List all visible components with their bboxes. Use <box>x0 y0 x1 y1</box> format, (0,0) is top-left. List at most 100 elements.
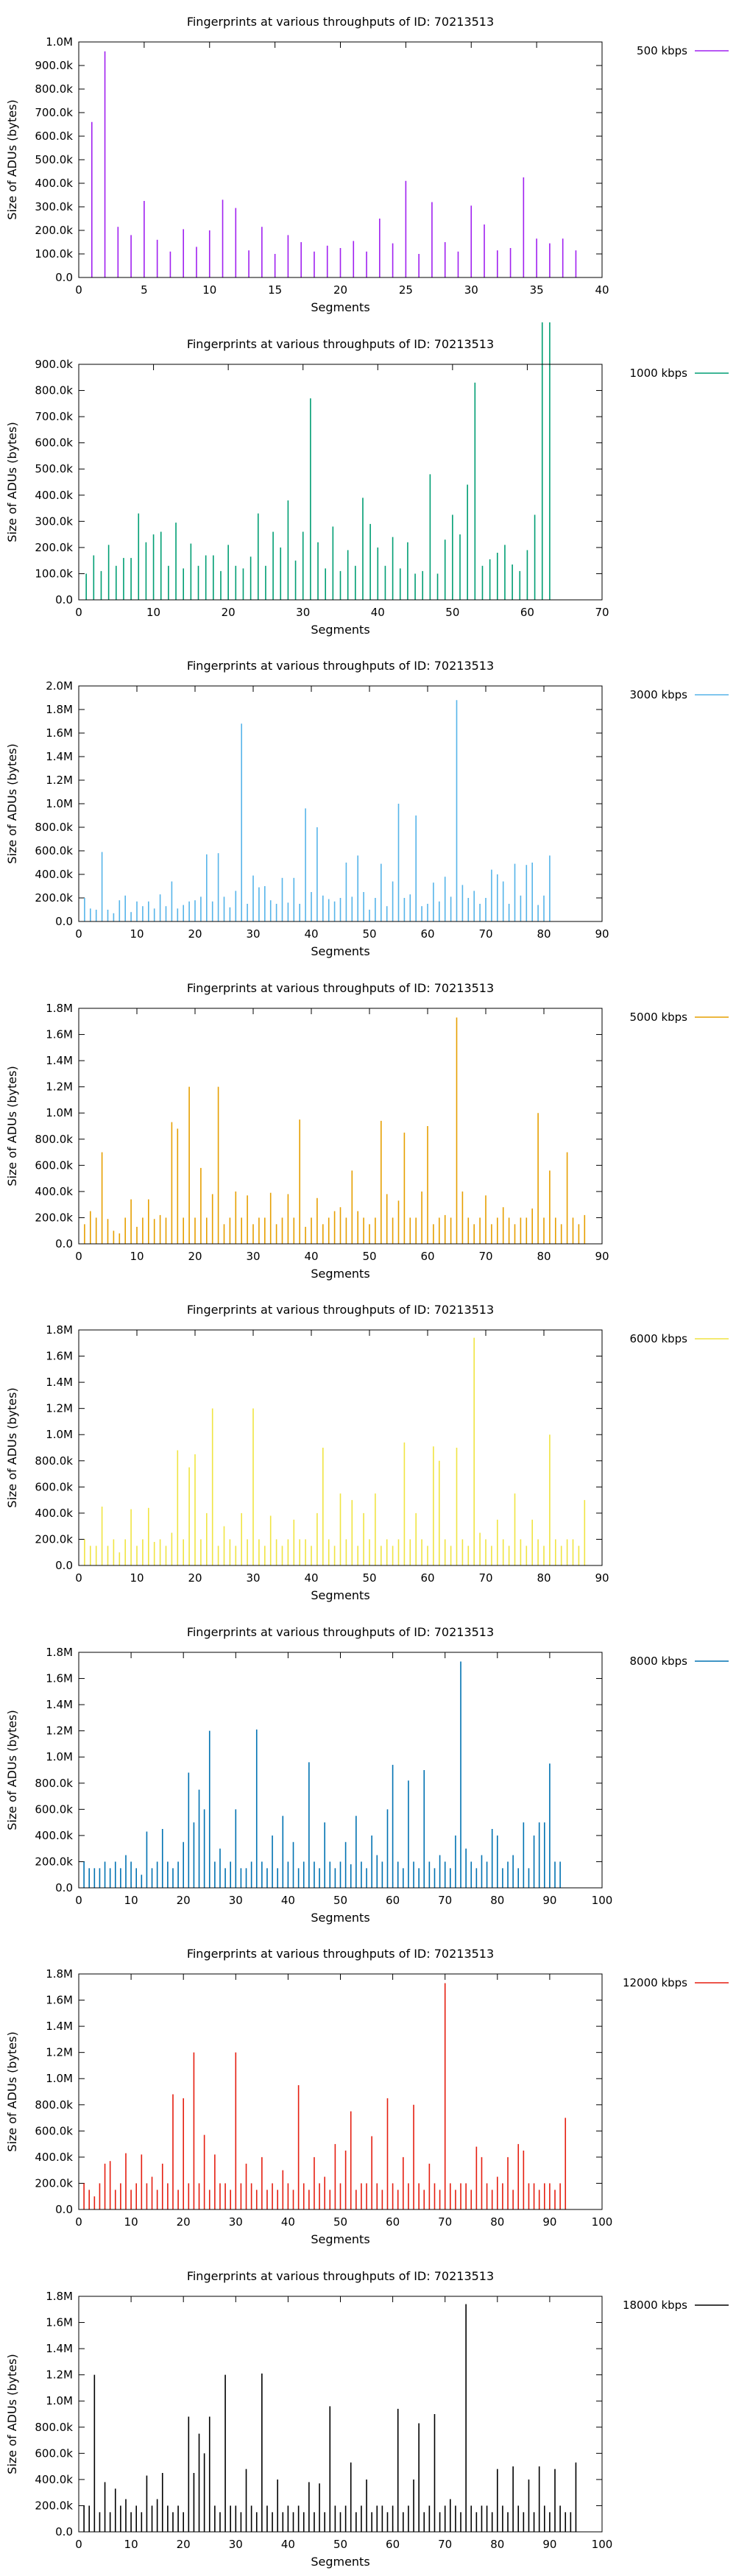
x-tick-label: 0 <box>75 283 82 297</box>
x-tick-label: 60 <box>520 606 534 619</box>
x-tick-label: 30 <box>229 2538 243 2551</box>
x-tick-label: 50 <box>362 1250 376 1263</box>
x-tick-label: 90 <box>542 2215 556 2229</box>
x-tick-label: 80 <box>537 927 551 941</box>
x-tick-label: 100 <box>592 1894 613 1907</box>
y-tick-label: 1.8M <box>46 2290 73 2303</box>
y-tick-label: 1.6M <box>46 1027 73 1041</box>
x-tick-label: 20 <box>188 1571 202 1585</box>
y-tick-label: 1.2M <box>46 2046 73 2059</box>
y-tick-label: 800.0k <box>35 2420 73 2433</box>
x-axis-label: Segments <box>311 1267 369 1281</box>
x-tick-label: 60 <box>420 1250 434 1263</box>
x-tick-label: 80 <box>537 1250 551 1263</box>
x-tick-label: 90 <box>542 1894 556 1907</box>
x-tick-label: 50 <box>333 2215 347 2229</box>
legend-label: 500 kbps <box>637 44 687 57</box>
x-tick-label: 40 <box>281 2538 295 2551</box>
chart-2: Fingerprints at various throughputs of I… <box>5 659 729 958</box>
y-tick-label: 1.0M <box>46 1750 73 1763</box>
chart-0: Fingerprints at various throughputs of I… <box>5 15 729 314</box>
x-tick-label: 80 <box>490 1894 504 1907</box>
y-tick-label: 1.0M <box>46 35 73 49</box>
y-tick-label: 200.0k <box>35 891 73 905</box>
x-tick-label: 20 <box>177 2538 191 2551</box>
x-tick-label: 70 <box>478 927 492 941</box>
legend-label: 3000 kbps <box>630 688 688 701</box>
y-tick-label: 1.2M <box>46 1402 73 1415</box>
y-tick-label: 1.0M <box>46 2072 73 2085</box>
y-tick-label: 1.6M <box>46 2315 73 2329</box>
x-tick-label: 40 <box>304 1571 318 1585</box>
y-tick-label: 1.4M <box>46 1376 73 1389</box>
y-tick-label: 1.6M <box>46 1994 73 2007</box>
x-tick-label: 10 <box>124 2538 138 2551</box>
x-axis-label: Segments <box>311 1911 369 1925</box>
y-tick-label: 1.0M <box>46 1106 73 1119</box>
x-tick-label: 0 <box>75 606 82 619</box>
legend-label: 1000 kbps <box>630 367 688 380</box>
y-tick-label: 1.0M <box>46 2394 73 2407</box>
x-axis-label: Segments <box>311 944 369 958</box>
y-tick-label: 500.0k <box>35 462 73 475</box>
y-tick-label: 1.2M <box>46 774 73 787</box>
chart-3: Fingerprints at various throughputs of I… <box>5 981 729 1281</box>
y-tick-label: 1.4M <box>46 1054 73 1067</box>
chart-4: Fingerprints at various throughputs of I… <box>5 1303 729 1602</box>
y-tick-label: 100.0k <box>35 247 73 261</box>
y-tick-label: 600.0k <box>35 1480 73 1493</box>
y-tick-label: 400.0k <box>35 1184 73 1197</box>
y-tick-label: 900.0k <box>35 59 73 72</box>
x-tick-label: 40 <box>304 1250 318 1263</box>
chart-title: Fingerprints at various throughputs of I… <box>187 2269 494 2283</box>
y-tick-label: 1.4M <box>46 2020 73 2033</box>
x-tick-label: 20 <box>177 2215 191 2229</box>
x-tick-label: 60 <box>386 2215 400 2229</box>
legend-label: 6000 kbps <box>630 1332 688 1345</box>
y-tick-label: 200.0k <box>35 540 73 553</box>
chart-title: Fingerprints at various throughputs of I… <box>187 659 494 673</box>
plot-frame <box>78 41 603 278</box>
y-axis-label: Size of ADUs (bytes) <box>5 1066 19 1186</box>
y-tick-label: 300.0k <box>35 200 73 213</box>
x-tick-label: 50 <box>333 1894 347 1907</box>
chart-5: Fingerprints at various throughputs of I… <box>5 1625 729 1925</box>
x-tick-label: 25 <box>399 283 413 297</box>
y-tick-label: 1.2M <box>46 1724 73 1737</box>
x-tick-label: 30 <box>246 1571 260 1585</box>
x-axis-label: Segments <box>311 300 369 314</box>
y-tick-label: 800.0k <box>35 1454 73 1468</box>
y-tick-label: 200.0k <box>35 1532 73 1546</box>
y-tick-label: 1.0M <box>46 1428 73 1441</box>
y-tick-label: 1.8M <box>46 1002 73 1015</box>
y-tick-label: 0.0 <box>55 271 73 284</box>
x-tick-label: 30 <box>229 2215 243 2229</box>
y-tick-label: 400.0k <box>35 1507 73 1520</box>
x-tick-label: 10 <box>124 2215 138 2229</box>
x-tick-label: 70 <box>478 1250 492 1263</box>
y-axis-label: Size of ADUs (bytes) <box>5 99 19 219</box>
y-axis-label: Size of ADUs (bytes) <box>5 1387 19 1507</box>
x-tick-label: 10 <box>124 1894 138 1907</box>
y-tick-label: 700.0k <box>35 106 73 119</box>
y-tick-label: 1.2M <box>46 1080 73 1093</box>
x-tick-label: 70 <box>438 2215 452 2229</box>
x-tick-label: 10 <box>130 1571 144 1585</box>
legend-label: 5000 kbps <box>630 1011 688 1024</box>
x-tick-label: 40 <box>371 606 385 619</box>
x-tick-label: 90 <box>542 2538 556 2551</box>
x-tick-label: 90 <box>595 1571 609 1585</box>
x-tick-label: 70 <box>595 606 609 619</box>
x-tick-label: 50 <box>333 2538 347 2551</box>
y-tick-label: 800.0k <box>35 2098 73 2112</box>
x-tick-label: 40 <box>281 1894 295 1907</box>
y-tick-label: 600.0k <box>35 436 73 449</box>
y-tick-label: 0.0 <box>55 2203 73 2216</box>
y-tick-label: 400.0k <box>35 1828 73 1841</box>
x-tick-label: 40 <box>304 927 318 941</box>
y-tick-label: 1.2M <box>46 2368 73 2381</box>
y-tick-label: 400.0k <box>35 177 73 190</box>
y-tick-label: 0.0 <box>55 593 73 606</box>
x-tick-label: 10 <box>130 927 144 941</box>
